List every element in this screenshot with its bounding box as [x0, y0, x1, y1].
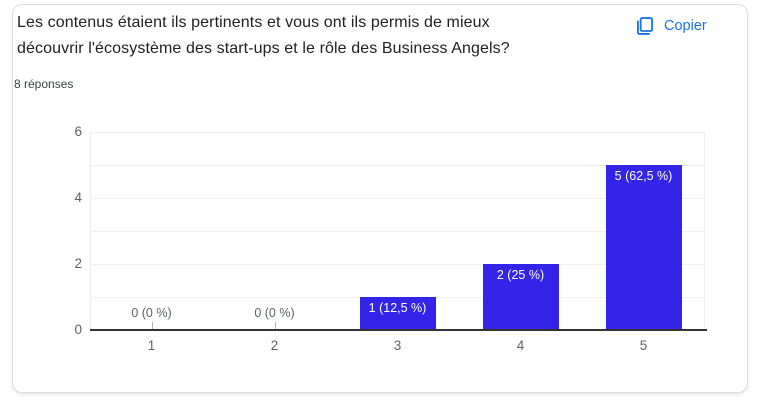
y-tick-label: 0 [74, 322, 82, 337]
plot-edge-right [704, 132, 705, 330]
x-tick-label: 1 [147, 338, 156, 353]
bar-value-label: 0 (0 %) [131, 306, 172, 320]
response-count: 8 réponses [14, 77, 74, 91]
x-tick-label: 5 [639, 338, 648, 353]
gridline [90, 198, 705, 199]
bar: 2 (25 %) [482, 264, 559, 330]
y-axis: 0 2 4 6 [40, 124, 82, 337]
x-axis-line [90, 329, 707, 331]
bar-value-label: 1 (12,5 %) [368, 301, 427, 315]
bar-value-label: 5 (62,5 %) [614, 169, 673, 183]
gridline [90, 165, 705, 166]
bar: 1 (12,5 %) [359, 297, 436, 330]
gridline [90, 231, 705, 232]
zero-value-tick [274, 322, 276, 329]
bar: 5 (62,5 %) [605, 165, 682, 330]
bar-value-label: 0 (0 %) [254, 306, 295, 320]
question-title: Les contenus étaient ils pertinents et v… [17, 10, 617, 62]
copy-button[interactable]: Copier [633, 14, 709, 38]
y-tick-label: 6 [74, 124, 82, 139]
y-tick-label: 2 [74, 256, 82, 271]
y-tick-label: 4 [74, 190, 82, 205]
question-title-line-1: Les contenus étaient ils pertinents et v… [17, 14, 490, 31]
x-tick-label: 2 [270, 338, 279, 353]
copy-icon [635, 16, 655, 36]
x-tick-label: 3 [393, 338, 402, 353]
copy-button-label: Copier [664, 18, 707, 34]
plot-area: 0 (0 %) 1 0 (0 %) 2 1 (12,5 %) 3 2 (25 %) 4 5 (6… [90, 132, 707, 353]
question-title-line-2: découvrir l'écosystème des start-ups et … [17, 40, 510, 57]
zero-value-tick [151, 322, 153, 329]
gridline [90, 264, 705, 265]
bar-value-label: 2 (25 %) [496, 268, 545, 282]
gridline [90, 132, 705, 133]
x-tick-label: 4 [516, 338, 525, 353]
plot-edge-left [90, 132, 91, 330]
